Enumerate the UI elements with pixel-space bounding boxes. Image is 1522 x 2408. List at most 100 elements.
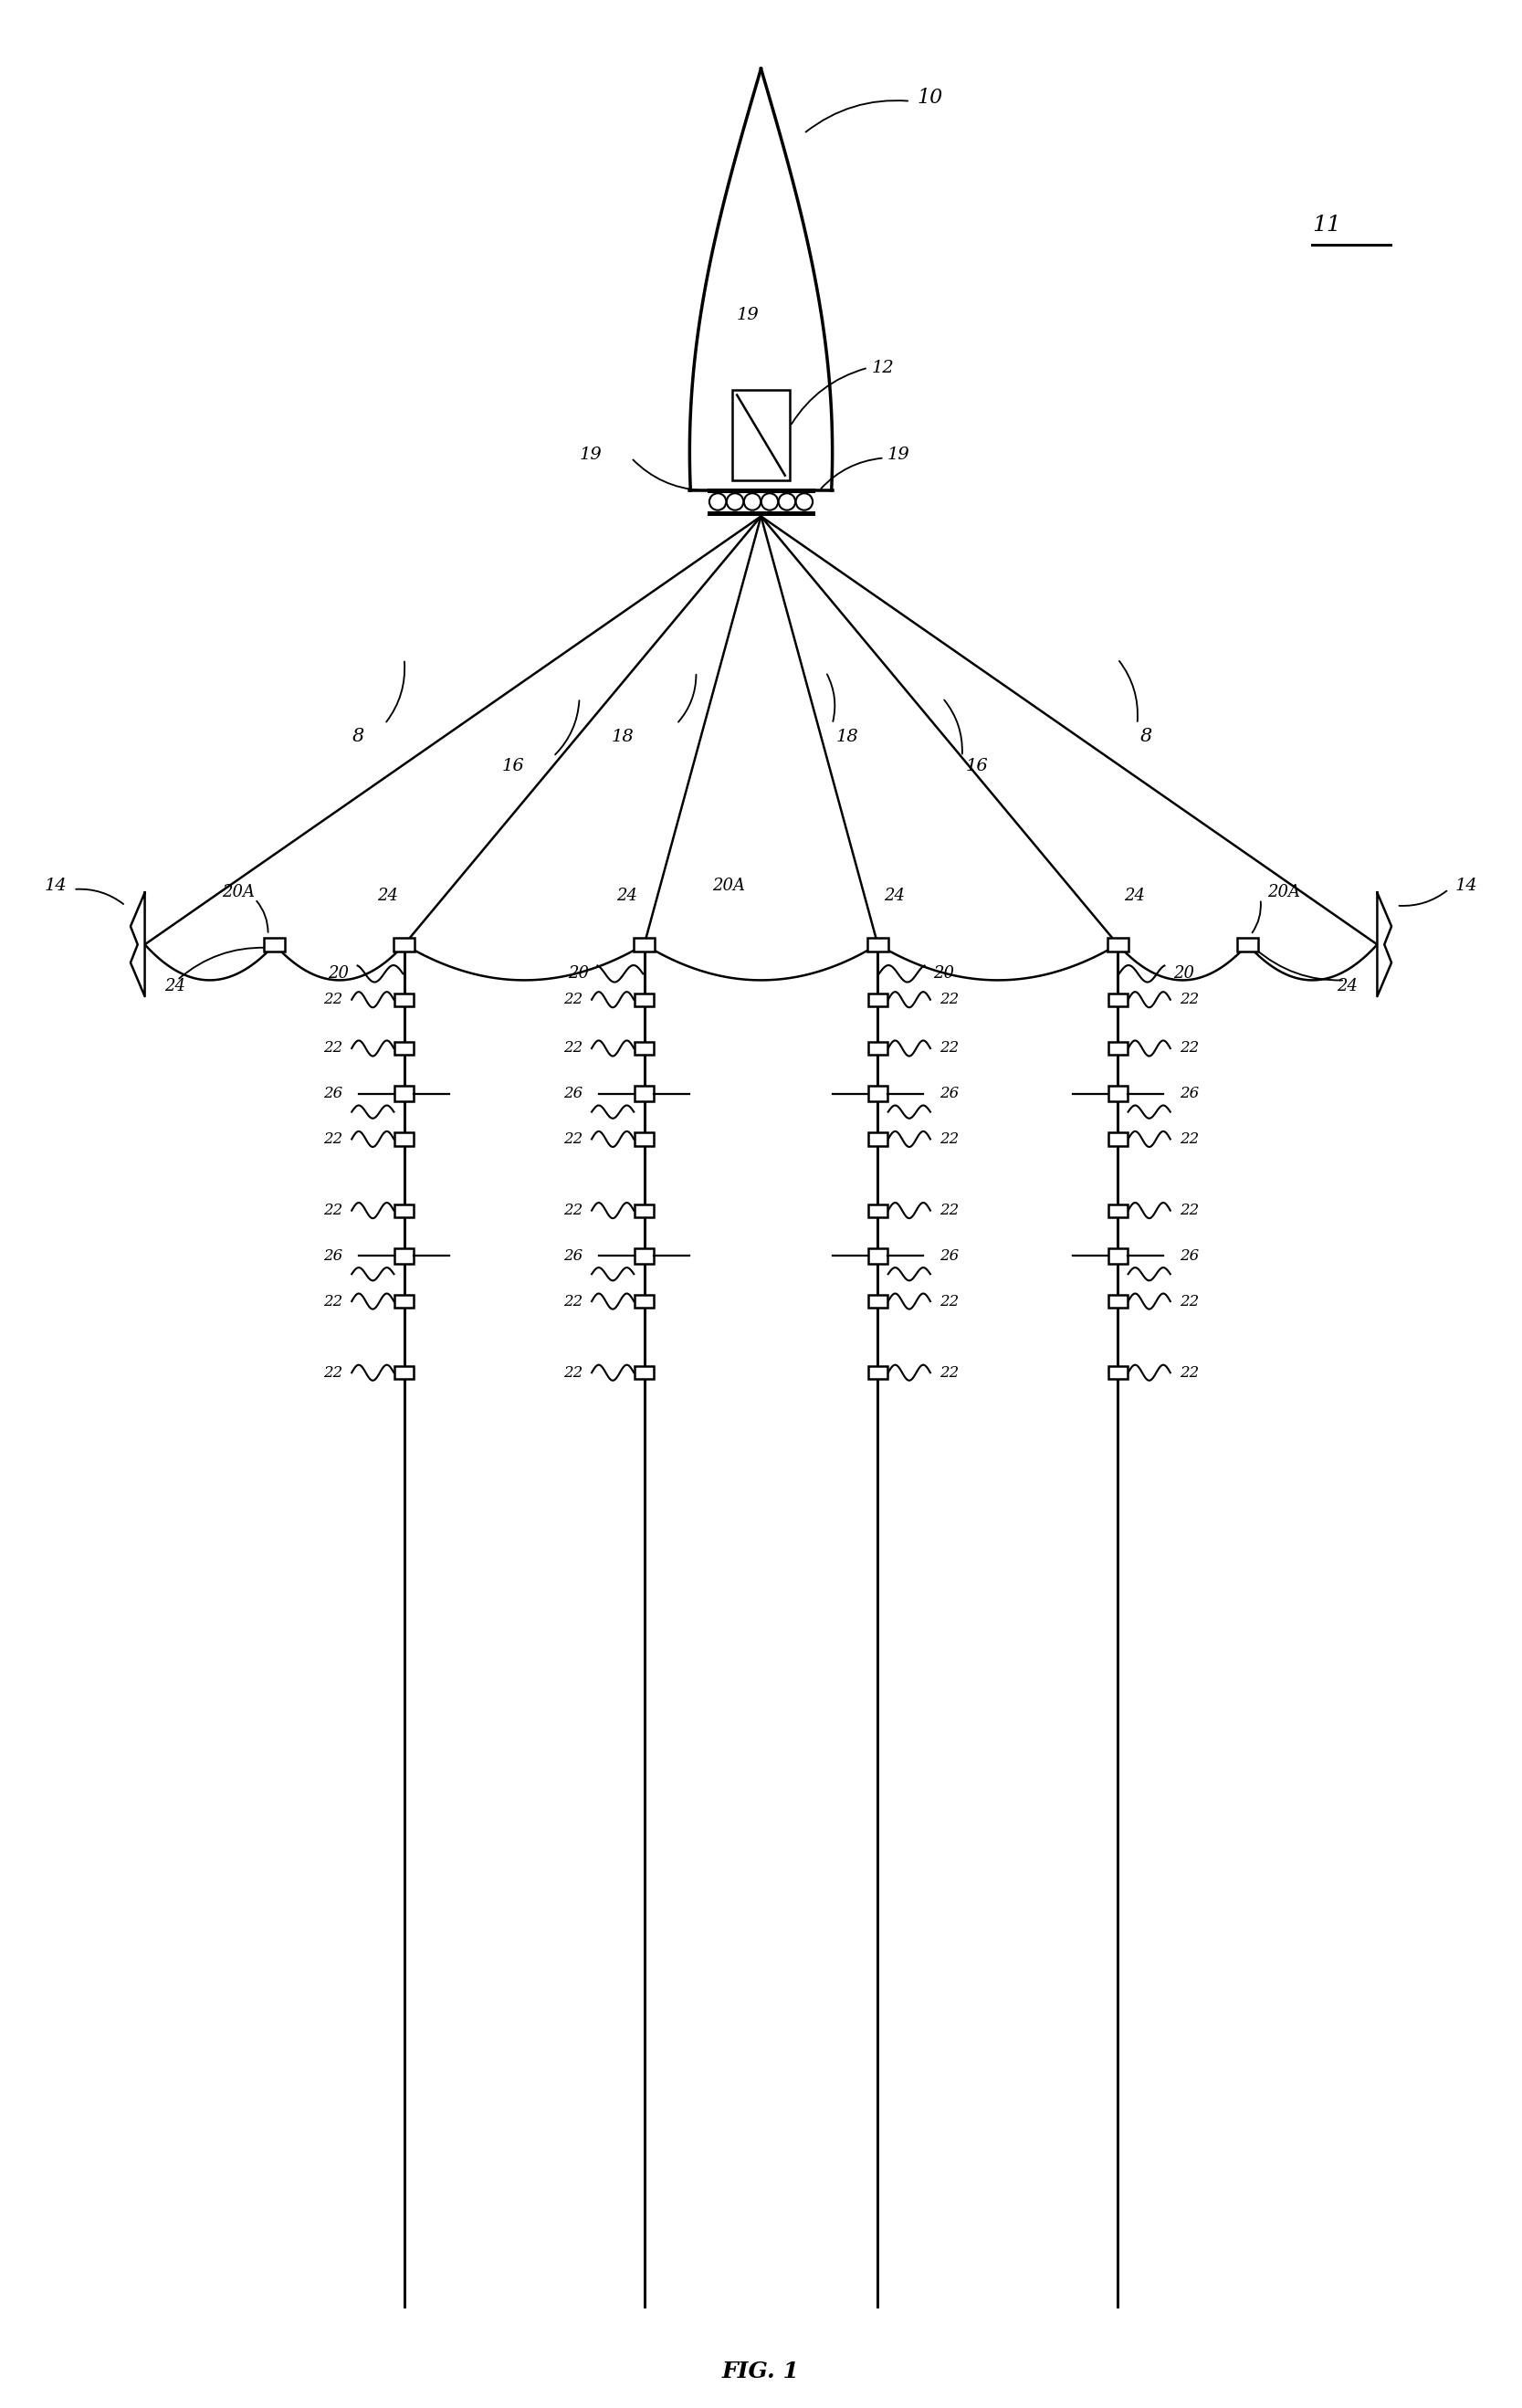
Text: 26: 26 [1180, 1247, 1199, 1264]
Bar [394, 1043, 414, 1055]
Text: 22: 22 [939, 1202, 959, 1218]
Text: 19: 19 [580, 445, 603, 462]
Text: 20: 20 [329, 966, 349, 982]
Text: 20: 20 [568, 966, 589, 982]
Text: 19: 19 [887, 445, 910, 462]
Bar [394, 937, 414, 951]
Text: 22: 22 [563, 1040, 583, 1057]
Text: 18: 18 [836, 730, 858, 744]
Text: 10: 10 [916, 87, 942, 108]
Text: 22: 22 [563, 1132, 583, 1146]
Text: 22: 22 [323, 1132, 342, 1146]
Bar [1108, 1365, 1128, 1380]
Text: 20A: 20A [1266, 884, 1300, 901]
Bar [1108, 1086, 1128, 1100]
Bar [394, 1086, 414, 1100]
Text: 22: 22 [563, 1365, 583, 1380]
Bar [868, 992, 887, 1007]
Text: 20A: 20A [712, 879, 744, 893]
Text: 22: 22 [563, 992, 583, 1007]
Bar [1108, 1296, 1128, 1308]
Text: 16: 16 [965, 759, 988, 775]
Text: 24: 24 [1336, 978, 1358, 995]
Text: 22: 22 [1180, 1293, 1199, 1310]
Text: 22: 22 [1180, 1365, 1199, 1380]
Text: 22: 22 [323, 1365, 342, 1380]
Text: 24: 24 [884, 889, 906, 903]
Bar [1108, 1247, 1128, 1264]
Bar [394, 1204, 414, 1216]
Text: 12: 12 [871, 359, 893, 376]
Bar [394, 1247, 414, 1264]
Text: 22: 22 [939, 1040, 959, 1057]
Bar [868, 937, 889, 951]
Bar [1108, 1204, 1128, 1216]
Bar [1108, 1043, 1128, 1055]
Text: 26: 26 [1180, 1086, 1199, 1100]
Bar [635, 1086, 654, 1100]
Text: 19: 19 [737, 306, 759, 323]
Text: 22: 22 [1180, 992, 1199, 1007]
Polygon shape [131, 893, 145, 997]
Bar [394, 992, 414, 1007]
Text: 26: 26 [323, 1086, 342, 1100]
Bar [635, 1204, 654, 1216]
Bar [394, 1132, 414, 1146]
Bar [868, 1204, 887, 1216]
Text: 22: 22 [1180, 1202, 1199, 1218]
Bar [868, 1247, 887, 1264]
Polygon shape [1377, 893, 1391, 997]
Text: 26: 26 [939, 1247, 959, 1264]
Text: 26: 26 [939, 1086, 959, 1100]
Text: 26: 26 [563, 1086, 583, 1100]
Bar [394, 1296, 414, 1308]
Text: FIG. 1: FIG. 1 [723, 2360, 799, 2382]
Bar [868, 1132, 887, 1146]
Polygon shape [689, 70, 833, 491]
Bar [635, 1365, 654, 1380]
Bar [868, 1086, 887, 1100]
Bar [635, 1043, 654, 1055]
Text: 22: 22 [563, 1202, 583, 1218]
Text: 22: 22 [323, 1202, 342, 1218]
Bar [635, 1247, 654, 1264]
Text: 22: 22 [1180, 1132, 1199, 1146]
Bar [1237, 937, 1257, 951]
Text: 24: 24 [1125, 889, 1145, 903]
Bar [265, 937, 285, 951]
Text: 14: 14 [1455, 879, 1478, 893]
Text: 11: 11 [1312, 214, 1341, 236]
Text: 18: 18 [612, 730, 635, 744]
Text: 8: 8 [1140, 727, 1152, 746]
Text: 14: 14 [44, 879, 67, 893]
Text: 22: 22 [939, 1132, 959, 1146]
Text: 22: 22 [939, 1365, 959, 1380]
Bar [868, 1296, 887, 1308]
Text: 22: 22 [939, 992, 959, 1007]
Text: 22: 22 [563, 1293, 583, 1310]
Bar [868, 1043, 887, 1055]
Text: 24: 24 [377, 889, 397, 903]
Text: 20: 20 [933, 966, 954, 982]
Bar [1108, 992, 1128, 1007]
Text: 20: 20 [1173, 966, 1193, 982]
Bar [1108, 937, 1128, 951]
Text: 20A: 20A [222, 884, 256, 901]
Text: 26: 26 [323, 1247, 342, 1264]
Text: 16: 16 [502, 759, 524, 775]
Text: 22: 22 [1180, 1040, 1199, 1057]
Text: 26: 26 [563, 1247, 583, 1264]
Bar [394, 1365, 414, 1380]
Bar [635, 1132, 654, 1146]
Bar [635, 1296, 654, 1308]
Text: 22: 22 [939, 1293, 959, 1310]
Text: 8: 8 [353, 727, 364, 746]
Text: 22: 22 [323, 1040, 342, 1057]
Bar [732, 390, 790, 482]
Text: 24: 24 [164, 978, 186, 995]
Bar [868, 1365, 887, 1380]
Bar [633, 937, 654, 951]
Text: 22: 22 [323, 1293, 342, 1310]
Bar [635, 992, 654, 1007]
Text: 24: 24 [616, 889, 638, 903]
